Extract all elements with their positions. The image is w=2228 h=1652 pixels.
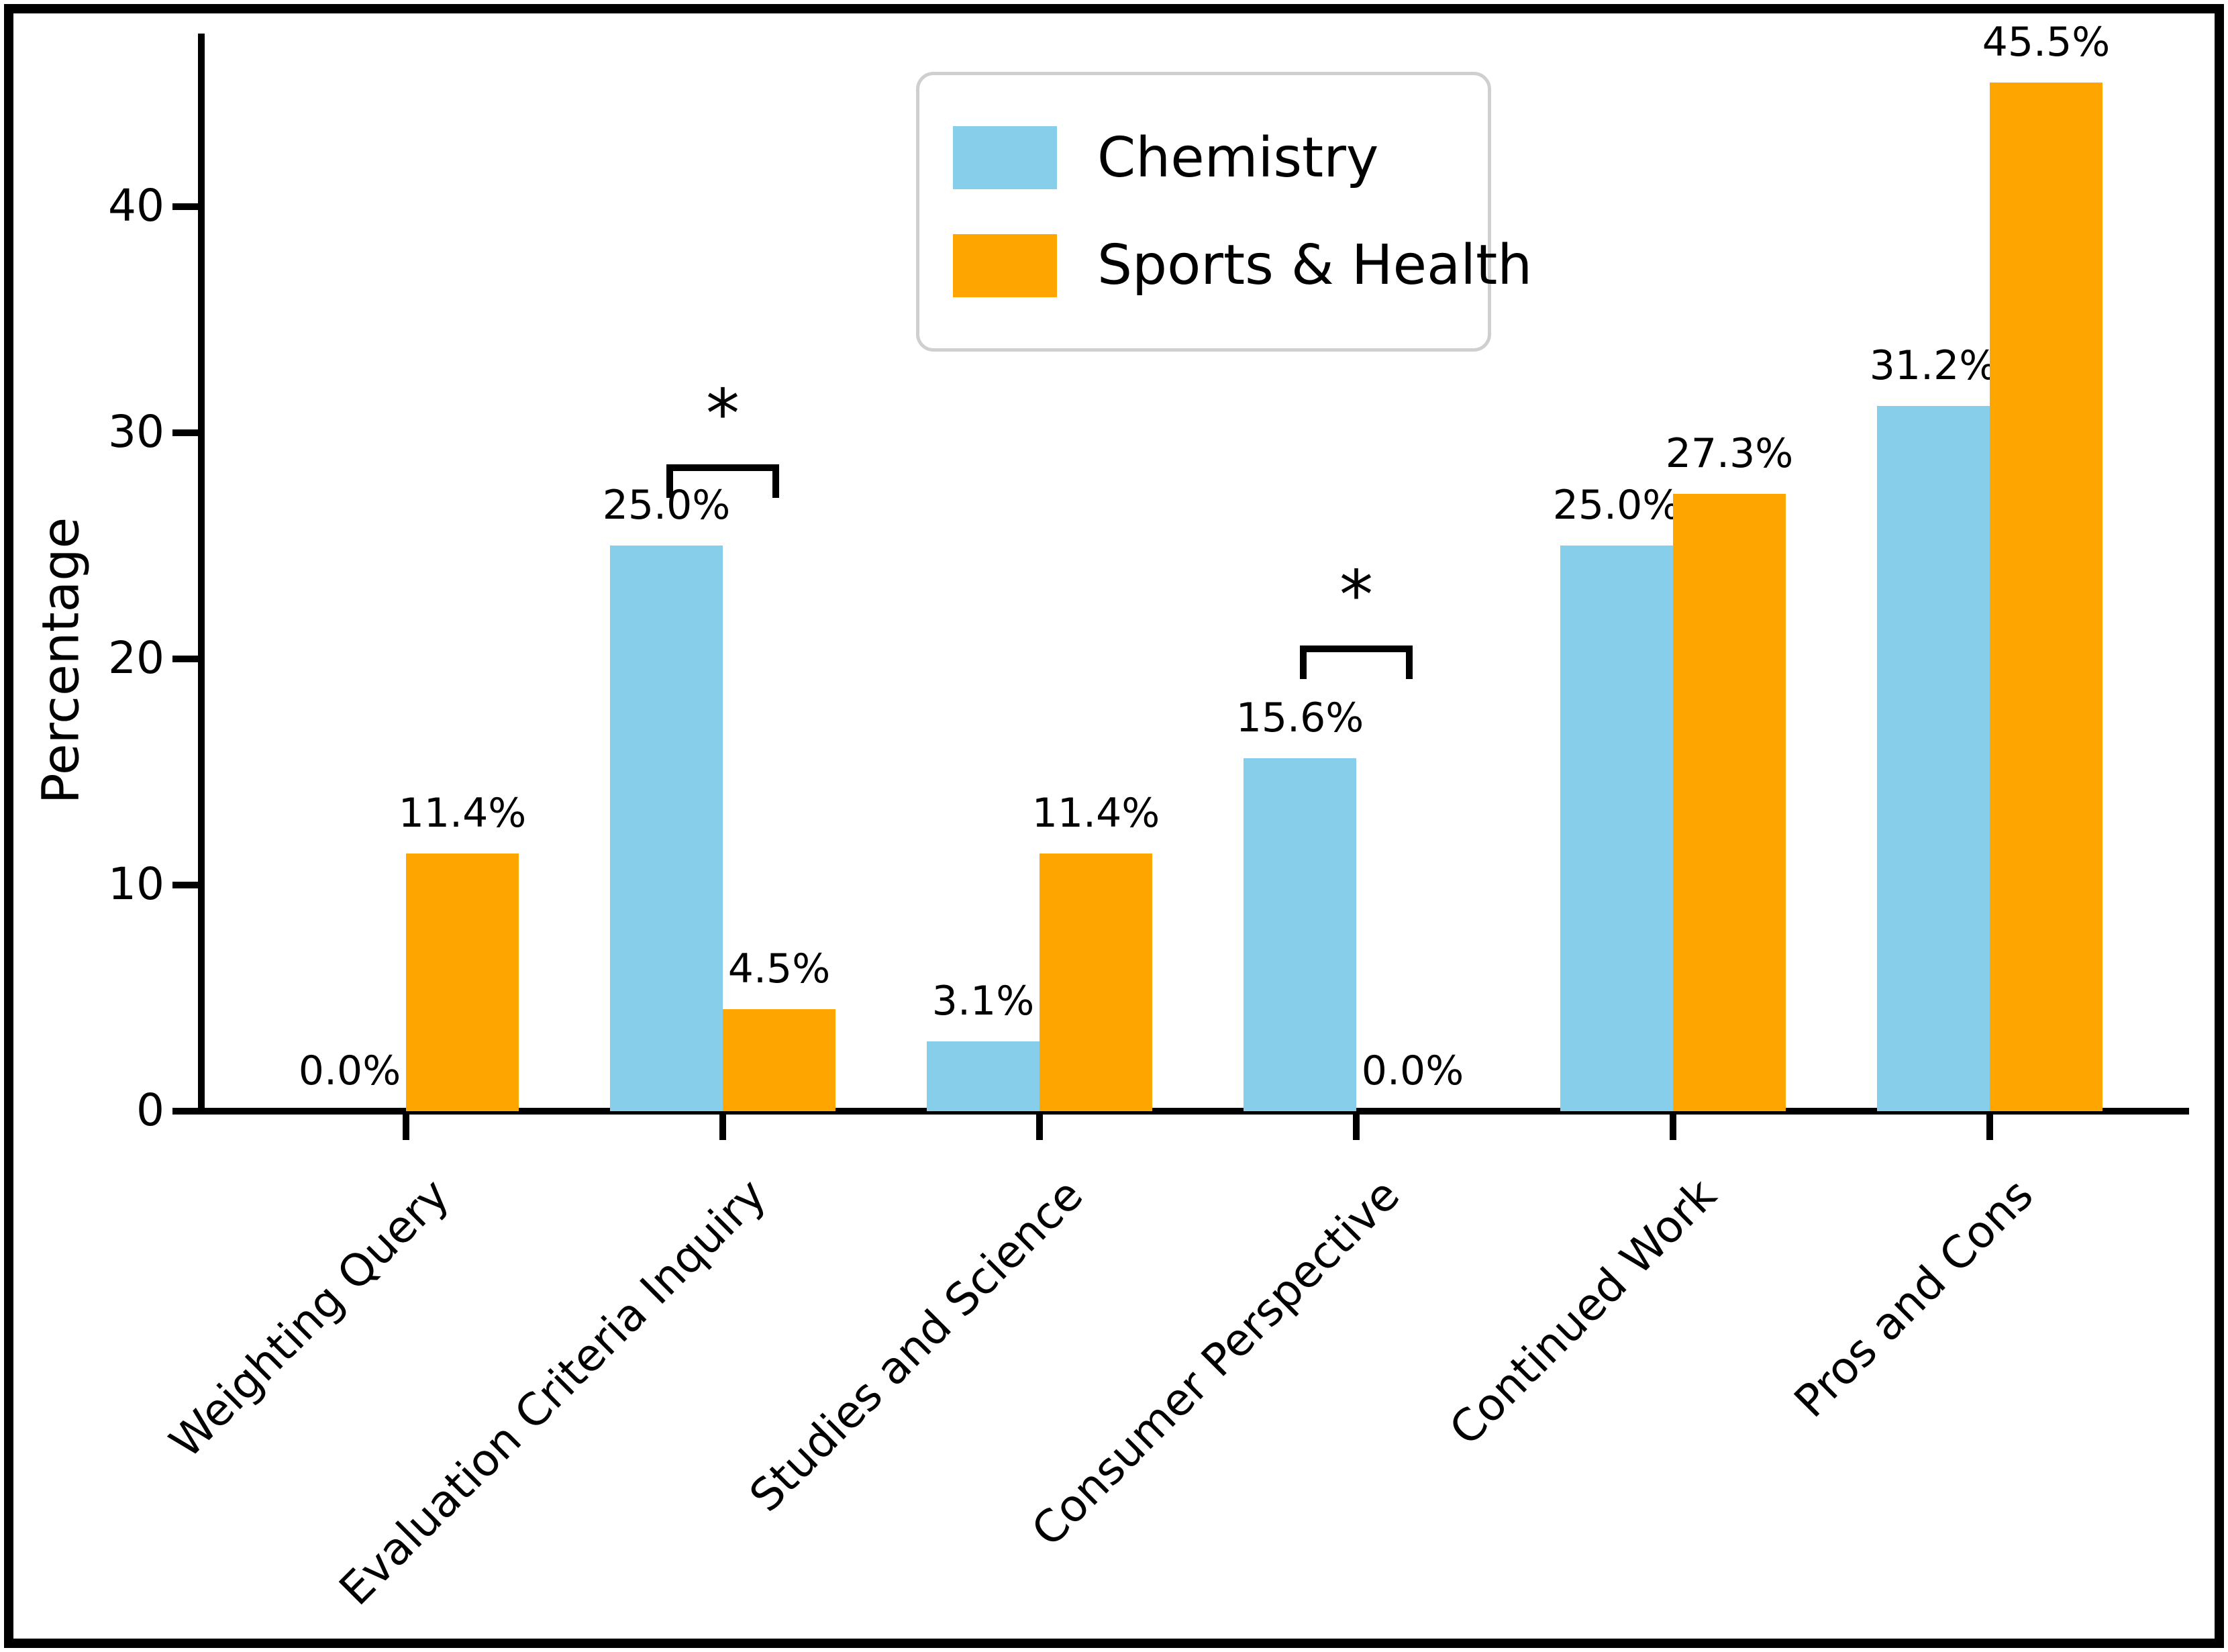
legend: Chemistry Sports & Health	[916, 72, 1532, 352]
y-tick-label-30: 30	[108, 406, 164, 458]
y-tick-30	[172, 429, 198, 436]
bar-label-0-5: 31.2%	[1869, 342, 1998, 389]
y-tick-10	[172, 882, 198, 888]
significance-bracket-1	[1300, 645, 1413, 679]
bar-label-0-4: 25.0%	[1552, 482, 1681, 529]
significance-star-1: *	[1339, 555, 1373, 634]
bar-chemistry-3	[1244, 758, 1356, 1111]
bar-sports-health-0	[406, 854, 519, 1111]
x-tick-5	[1986, 1115, 1993, 1140]
x-axis-spine	[198, 1108, 2189, 1115]
x-tick-0	[403, 1115, 409, 1140]
legend-label-chemistry: Chemistry	[1097, 125, 1379, 190]
y-tick-label-20: 20	[108, 632, 164, 684]
bar-label-1-5: 45.5%	[1982, 19, 2111, 66]
x-tick-label-text-3: Consumer Perspective	[1021, 1169, 1410, 1557]
bar-label-1-3: 0.0%	[1361, 1047, 1464, 1094]
significance-star-0: *	[706, 374, 740, 454]
y-tick-20	[172, 656, 198, 662]
bar-label-1-4: 27.3%	[1665, 430, 1794, 477]
bar-label-0-0: 0.0%	[298, 1047, 401, 1094]
significance-bracket-0	[666, 464, 779, 499]
bar-sports-health-5	[1990, 83, 2103, 1111]
legend-label-sports-health: Sports & Health	[1097, 234, 1533, 298]
x-tick-label-text-5: Pros and Cons	[1784, 1169, 2043, 1428]
bar-label-1-0: 11.4%	[398, 790, 527, 837]
y-tick-40	[172, 203, 198, 210]
bar-label-0-3: 15.6%	[1235, 694, 1364, 741]
y-axis-spine	[198, 34, 205, 1115]
bar-label-0-1: 25.0%	[602, 482, 731, 529]
y-tick-label-0: 0	[136, 1084, 164, 1136]
y-tick-label-10: 10	[108, 858, 164, 910]
bar-sports-health-2	[1040, 854, 1152, 1111]
x-tick-3	[1353, 1115, 1360, 1140]
legend-swatch-sports-health	[953, 234, 1057, 297]
bar-chemistry-2	[927, 1041, 1040, 1111]
bar-label-0-2: 3.1%	[931, 978, 1035, 1025]
x-tick-label-text-4: Continued Work	[1439, 1169, 1727, 1455]
bar-sports-health-4	[1673, 494, 1786, 1111]
x-tick-label-text-2: Studies and Science	[740, 1169, 1093, 1522]
legend-item-chemistry: Chemistry	[953, 126, 1454, 190]
x-tick-label-text-0: Weighting Query	[160, 1169, 460, 1468]
x-tick-4	[1670, 1115, 1676, 1140]
y-tick-label-40: 40	[108, 180, 164, 231]
bar-sports-health-1	[723, 1009, 835, 1111]
bar-label-1-2: 11.4%	[1031, 790, 1160, 837]
y-tick-0	[172, 1108, 198, 1115]
bar-label-1-1: 4.5%	[727, 945, 831, 992]
bar-chemistry-5	[1877, 406, 1990, 1111]
bar-chemistry-1	[610, 546, 723, 1111]
x-tick-1	[719, 1115, 726, 1140]
x-tick-2	[1036, 1115, 1043, 1140]
bar-chemistry-4	[1560, 546, 1673, 1111]
legend-swatch-chemistry	[953, 126, 1057, 190]
legend-item-sports-health: Sports & Health	[953, 234, 1532, 297]
